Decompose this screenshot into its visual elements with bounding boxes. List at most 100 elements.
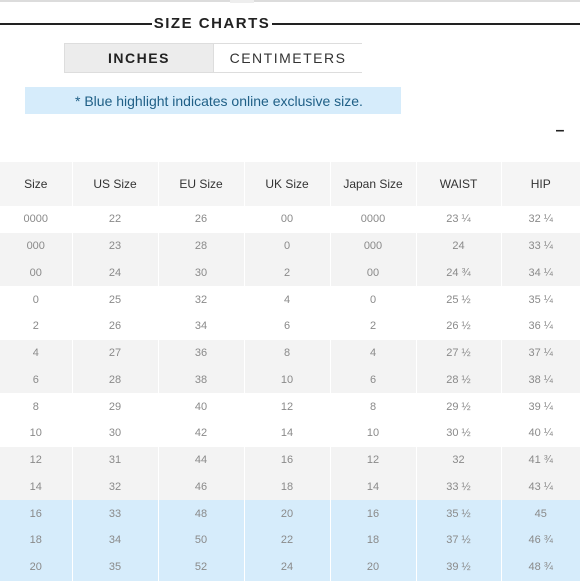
- table-row: 4 27 36 8 4 27 ½ 37 ¼: [0, 339, 580, 367]
- table-cell: 27: [72, 339, 159, 367]
- table-row: 10 30 42 14 10 30 ½ 40 ¼: [0, 420, 580, 447]
- table-cell: 16: [0, 500, 73, 527]
- table-cell: 0000: [330, 206, 417, 233]
- table-row: 000 23 28 0 000 24 33 ¼: [0, 232, 580, 260]
- header-rule-right: [272, 23, 580, 25]
- table-cell: 18: [330, 527, 417, 554]
- table-cell: 37 ¼: [501, 339, 580, 367]
- table-cell: 43 ¼: [501, 473, 580, 501]
- table-row: 14 32 46 18 14 33 ½ 43 ¼: [0, 473, 580, 501]
- table-cell: 24: [416, 232, 502, 260]
- table-cell: 2: [330, 313, 417, 340]
- table-cell: 22: [72, 206, 159, 233]
- table-header-row: Size US Size EU Size UK Size Japan Size WAIST…: [0, 162, 580, 206]
- table-cell: 00: [0, 259, 73, 287]
- size-charts-header: SIZE CHARTS: [0, 14, 580, 34]
- column-header: Japan Size: [330, 162, 417, 206]
- centimeters-tab[interactable]: CENTIMETERS: [213, 44, 362, 72]
- table-cell: 32 ¼: [501, 206, 580, 233]
- scroll-indicator: [230, 0, 254, 3]
- table-row: 18 34 50 22 18 37 ½ 46 ¾: [0, 527, 580, 554]
- table-cell: 26: [158, 206, 245, 233]
- table-row: 16 33 48 20 16 35 ½ 45: [0, 500, 580, 527]
- table-cell: 0: [244, 232, 331, 260]
- table-cell: 24: [244, 553, 331, 581]
- table-cell: 14: [330, 473, 417, 501]
- table-cell: 20: [330, 553, 417, 581]
- collapse-icon[interactable]: –: [555, 122, 565, 139]
- inches-tab[interactable]: INCHES: [65, 44, 213, 72]
- table-cell: 42: [158, 420, 245, 447]
- online-exclusive-notice: * Blue highlight indicates online exclus…: [25, 87, 401, 114]
- table-cell: 30: [158, 259, 245, 287]
- column-header: WAIST: [416, 162, 502, 206]
- table-cell: 6: [0, 366, 73, 394]
- table-cell: 0: [0, 286, 73, 313]
- table-cell: 48 ¾: [501, 553, 580, 581]
- table-cell: 29 ½: [416, 393, 502, 420]
- table-cell: 00: [244, 206, 331, 233]
- table-cell: 29: [72, 393, 159, 420]
- table-cell: 4: [0, 339, 73, 367]
- table-cell: 39 ½: [416, 553, 502, 581]
- table-cell: 34: [158, 313, 245, 340]
- table-cell: 35 ½: [416, 500, 502, 527]
- table-cell: 10: [330, 420, 417, 447]
- table-cell: 14: [244, 420, 331, 447]
- table-cell: 32: [416, 446, 502, 474]
- table-cell: 26 ½: [416, 313, 502, 340]
- table-row: 0000 22 26 00 0000 23 ¼ 32 ¼: [0, 206, 580, 233]
- table-cell: 33 ¼: [501, 232, 580, 260]
- header-rule-left: [0, 23, 152, 25]
- column-header: HIP: [501, 162, 580, 206]
- table-cell: 10: [0, 420, 73, 447]
- table-cell: 50: [158, 527, 245, 554]
- table-cell: 33: [72, 500, 159, 527]
- table-cell: 0: [330, 286, 417, 313]
- table-cell: 34 ¼: [501, 259, 580, 287]
- table-cell: 20: [244, 500, 331, 527]
- table-cell: 30 ½: [416, 420, 502, 447]
- table-cell: 28: [72, 366, 159, 394]
- table-cell: 34: [72, 527, 159, 554]
- table-row: 00 24 30 2 00 24 ¾ 34 ¼: [0, 259, 580, 287]
- table-cell: 38 ¼: [501, 366, 580, 394]
- table-cell: 26: [72, 313, 159, 340]
- table-cell: 39 ¼: [501, 393, 580, 420]
- table-cell: 14: [0, 473, 73, 501]
- table-cell: 25 ½: [416, 286, 502, 313]
- table-cell: 45: [501, 500, 580, 527]
- table-cell: 0000: [0, 206, 73, 233]
- table-cell: 24: [72, 259, 159, 287]
- column-header: Size: [0, 162, 73, 206]
- table-cell: 48: [158, 500, 245, 527]
- table-row: 2 26 34 6 2 26 ½ 36 ¼: [0, 313, 580, 340]
- page-title: SIZE CHARTS: [153, 15, 271, 32]
- column-header: UK Size: [244, 162, 331, 206]
- table-cell: 000: [0, 232, 73, 260]
- table-row: 0 25 32 4 0 25 ½ 35 ¼: [0, 286, 580, 313]
- table-cell: 46: [158, 473, 245, 501]
- table-row: 8 29 40 12 8 29 ½ 39 ¼: [0, 393, 580, 420]
- table-cell: 44: [158, 446, 245, 474]
- table-cell: 37 ½: [416, 527, 502, 554]
- table-cell: 000: [330, 232, 417, 260]
- table-cell: 12: [244, 393, 331, 420]
- table-cell: 2: [0, 313, 73, 340]
- table-cell: 4: [244, 286, 331, 313]
- table-cell: 24 ¾: [416, 259, 502, 287]
- table-cell: 40 ¼: [501, 420, 580, 447]
- table-cell: 32: [72, 473, 159, 501]
- table-cell: 38: [158, 366, 245, 394]
- table-cell: 6: [330, 366, 417, 394]
- table-cell: 00: [330, 259, 417, 287]
- table-cell: 28: [158, 232, 245, 260]
- table-cell: 10: [244, 366, 331, 394]
- table-cell: 20: [0, 553, 73, 581]
- table-cell: 36: [158, 339, 245, 367]
- table-cell: 16: [330, 500, 417, 527]
- table-cell: 33 ½: [416, 473, 502, 501]
- top-divider: [0, 0, 580, 2]
- table-row: 12 31 44 16 12 32 41 ¾: [0, 446, 580, 474]
- table-cell: 12: [330, 446, 417, 474]
